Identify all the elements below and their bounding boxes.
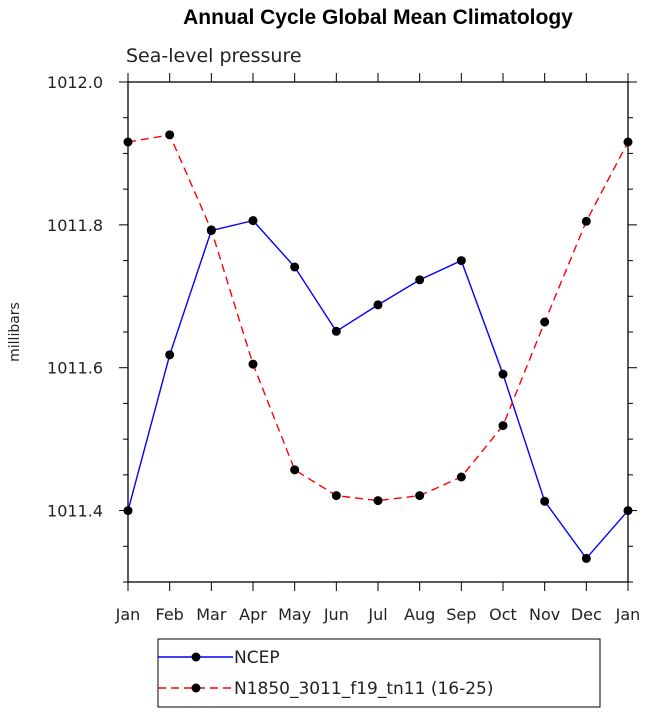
series-1-point xyxy=(456,472,466,482)
series-layer xyxy=(123,130,633,563)
x-tick-label: Apr xyxy=(239,605,267,624)
series-1-point xyxy=(540,317,550,327)
series-0-point xyxy=(540,496,550,506)
series-0-point xyxy=(456,256,466,266)
x-tick-label: Jan xyxy=(615,605,641,624)
x-tick-label: Sep xyxy=(446,605,476,624)
series-0-point xyxy=(248,216,258,226)
y-tick-label: 1011.4 xyxy=(47,502,103,521)
series-0-point xyxy=(123,506,133,516)
y-tick-label: 1012.0 xyxy=(47,73,103,92)
series-1-point xyxy=(623,137,633,147)
x-tick-label: Jan xyxy=(115,605,141,624)
series-0-point xyxy=(290,262,300,272)
legend-box xyxy=(157,638,601,708)
series-0-point xyxy=(373,300,383,310)
plot-frame: 1011.4 1011.6 1011.8 1012.0 Jan Feb Mar Apr May J… xyxy=(47,73,640,624)
x-tick-label: Oct xyxy=(489,605,517,624)
legend-label-1: N1850_3011_f19_tn11 (16-25) xyxy=(234,679,494,699)
chart-title: Annual Cycle Global Mean Climatology xyxy=(183,6,573,29)
series-1-point xyxy=(290,465,300,475)
series-1-point xyxy=(206,225,216,235)
series-1-point xyxy=(415,491,425,501)
y-tick-label: 1011.6 xyxy=(47,359,103,378)
series-0-point xyxy=(415,275,425,285)
series-1-point xyxy=(123,137,133,147)
series-1-point xyxy=(248,359,258,369)
legend: NCEP N1850_3011_f19_tn11 (16-25) xyxy=(157,638,601,708)
x-tick-label: May xyxy=(278,605,311,624)
series-0-point xyxy=(623,506,633,516)
y-axis-label: millibars xyxy=(7,302,23,362)
x-tick-label: Jul xyxy=(367,605,387,624)
x-tick-label: Mar xyxy=(196,605,227,624)
x-tick-label: Dec xyxy=(571,605,602,624)
series-0-point xyxy=(165,350,175,360)
series-0-point xyxy=(331,326,341,336)
legend-marker-0 xyxy=(191,652,201,662)
series-1-point xyxy=(165,130,175,140)
chart-subtitle: Sea-level pressure xyxy=(126,45,302,67)
series-0-point xyxy=(498,369,508,379)
legend-marker-1 xyxy=(191,683,201,693)
series-1-point xyxy=(331,491,341,501)
x-tick-label: Jun xyxy=(323,605,349,624)
legend-label-0: NCEP xyxy=(234,648,280,668)
series-0-point xyxy=(581,553,591,563)
series-1-point xyxy=(581,216,591,226)
series-1-point xyxy=(498,421,508,431)
series-1-point xyxy=(373,496,383,506)
x-tick-label: Nov xyxy=(529,605,560,624)
x-tick-label: Aug xyxy=(404,605,435,624)
series-line-1 xyxy=(127,134,629,502)
y-tick-label: 1011.8 xyxy=(47,216,103,235)
series-line-0 xyxy=(127,219,629,560)
plot-border xyxy=(127,81,629,583)
x-tick-label: Feb xyxy=(156,605,184,624)
